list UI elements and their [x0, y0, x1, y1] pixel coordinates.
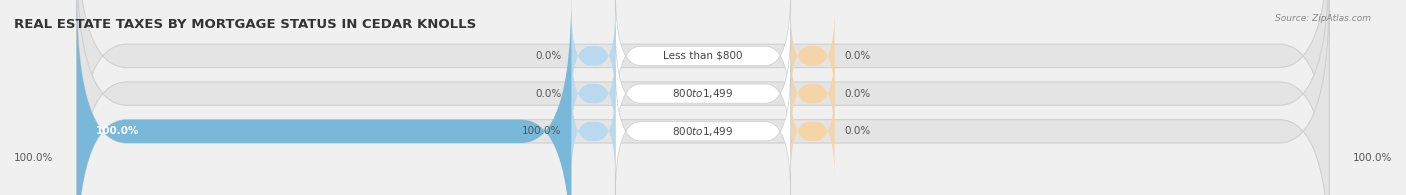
FancyBboxPatch shape: [77, 0, 1329, 195]
FancyBboxPatch shape: [616, 0, 790, 122]
FancyBboxPatch shape: [571, 9, 616, 103]
FancyBboxPatch shape: [77, 0, 571, 195]
Text: 0.0%: 0.0%: [536, 89, 561, 99]
Text: $800 to $1,499: $800 to $1,499: [672, 87, 734, 100]
FancyBboxPatch shape: [790, 47, 835, 141]
FancyBboxPatch shape: [571, 84, 616, 178]
Text: Less than $800: Less than $800: [664, 51, 742, 61]
Text: 0.0%: 0.0%: [845, 89, 870, 99]
Text: REAL ESTATE TAXES BY MORTGAGE STATUS IN CEDAR KNOLLS: REAL ESTATE TAXES BY MORTGAGE STATUS IN …: [14, 18, 477, 31]
FancyBboxPatch shape: [571, 47, 616, 141]
FancyBboxPatch shape: [77, 0, 1329, 195]
FancyBboxPatch shape: [77, 0, 1329, 195]
Text: 0.0%: 0.0%: [845, 126, 870, 136]
Text: 0.0%: 0.0%: [845, 51, 870, 61]
FancyBboxPatch shape: [790, 9, 835, 103]
Text: 0.0%: 0.0%: [536, 51, 561, 61]
Text: 100.0%: 100.0%: [1353, 153, 1392, 163]
Text: 100.0%: 100.0%: [522, 126, 561, 136]
Text: 100.0%: 100.0%: [14, 153, 53, 163]
Text: 100.0%: 100.0%: [96, 126, 139, 136]
FancyBboxPatch shape: [790, 84, 835, 178]
Text: $800 to $1,499: $800 to $1,499: [672, 125, 734, 138]
FancyBboxPatch shape: [616, 28, 790, 160]
FancyBboxPatch shape: [616, 66, 790, 195]
Text: Source: ZipAtlas.com: Source: ZipAtlas.com: [1275, 14, 1371, 23]
